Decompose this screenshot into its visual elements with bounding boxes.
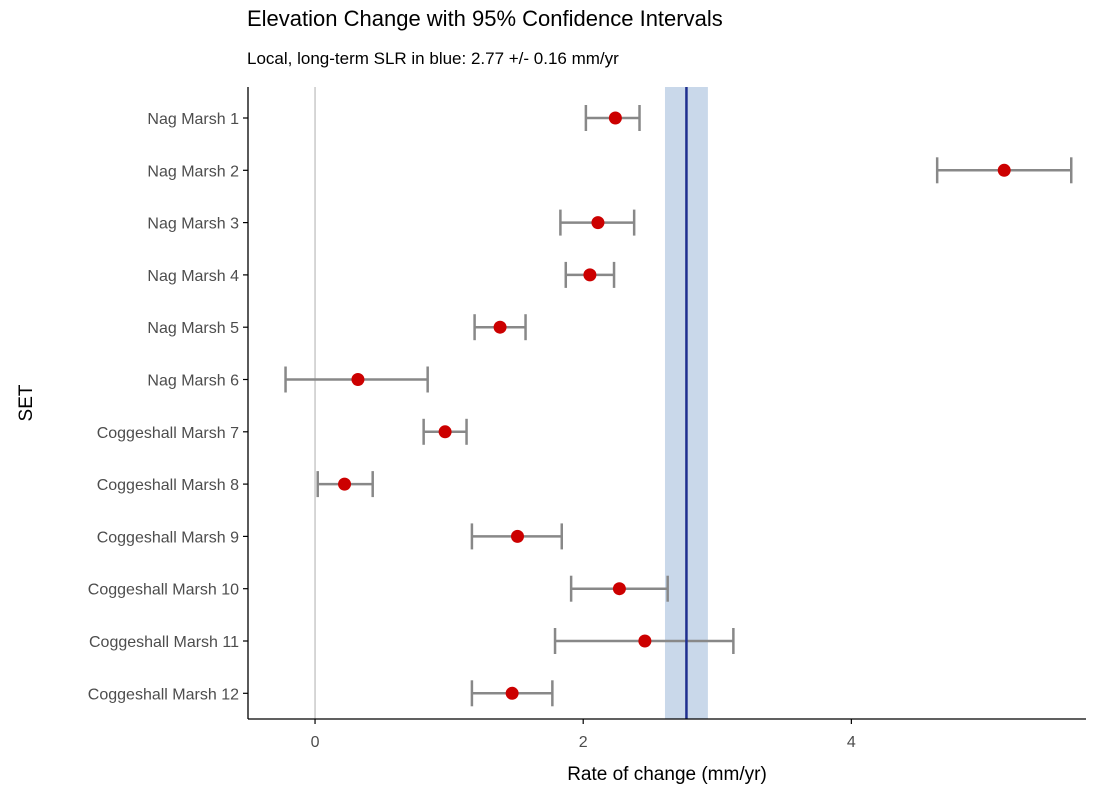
- y-tick-label: Coggeshall Marsh 9: [97, 529, 239, 546]
- data-point: [511, 529, 525, 543]
- y-tick-label: Nag Marsh 4: [147, 268, 239, 285]
- data-point: [638, 634, 652, 648]
- data-point: [338, 477, 352, 491]
- data-point: [493, 320, 507, 334]
- x-tick-label: 2: [579, 734, 588, 751]
- data-point: [591, 216, 605, 230]
- data-point: [583, 268, 597, 282]
- x-tick-label: 4: [847, 734, 856, 751]
- data-point: [351, 373, 365, 386]
- y-tick-label: Coggeshall Marsh 11: [89, 634, 239, 651]
- data-point: [997, 163, 1011, 177]
- y-tick-label: Coggeshall Marsh 12: [88, 686, 239, 703]
- data-point: [612, 582, 626, 596]
- data-point: [608, 111, 622, 125]
- chart-subtitle: Local, long-term SLR in blue: 2.77 +/- 0…: [247, 49, 619, 68]
- data-point: [438, 425, 452, 439]
- y-tick-label: Nag Marsh 3: [147, 216, 239, 233]
- y-tick-label: Nag Marsh 1: [147, 111, 239, 128]
- y-tick-label: Nag Marsh 2: [147, 163, 239, 180]
- chart-title: Elevation Change with 95% Confidence Int…: [247, 6, 723, 31]
- y-tick-label: Nag Marsh 5: [147, 320, 239, 337]
- y-axis-title: SET: [16, 384, 37, 421]
- x-tick-label: 0: [311, 734, 320, 751]
- y-tick-label: Coggeshall Marsh 8: [97, 477, 239, 494]
- y-tick-label: Nag Marsh 6: [147, 373, 239, 390]
- y-tick-label: Coggeshall Marsh 7: [97, 425, 239, 442]
- x-axis-title: Rate of change (mm/yr): [567, 764, 767, 785]
- y-tick-label: Coggeshall Marsh 10: [88, 582, 239, 599]
- data-point: [505, 686, 519, 700]
